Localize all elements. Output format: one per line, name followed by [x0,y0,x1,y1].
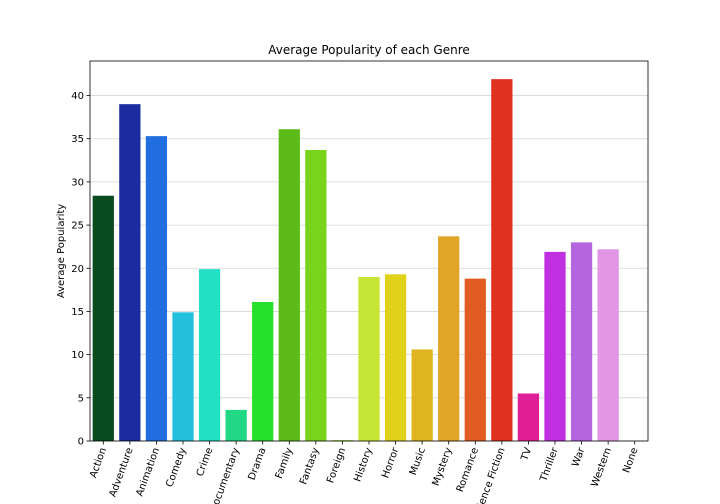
chart-title: Average Popularity of each Genre [268,43,470,57]
bar-tv [517,393,540,441]
x-tick-label: Animation [134,446,162,498]
bar-adventure [119,104,141,441]
x-tick-label: History [352,446,375,483]
bar-western [597,249,619,441]
plot-frame [89,60,649,442]
x-tick-label: Crime [195,446,216,478]
x-tick-label: Western [590,446,614,488]
bar-science-fiction [491,79,513,442]
bar-thriller [544,251,566,441]
y-tick-label: 35 [71,134,84,145]
x-tick-label: Mystery [431,446,455,487]
y-axis-ticks: 0 5 10 15 20 25 30 35 40 [71,91,90,448]
bar-romance [464,278,486,441]
bar-horror [384,274,407,441]
y-tick-label: 10 [71,350,84,361]
bar-mystery [438,236,460,441]
y-tick-label: 20 [71,264,84,275]
y-tick-label: 5 [78,393,84,404]
y-axis-label: Average Popularity [56,204,67,298]
bar-family [278,129,300,441]
bar-crime [198,269,221,441]
x-tick-label: Thriller [538,445,561,484]
bar-music [411,349,433,441]
x-tick-label: Fantasy [298,446,322,486]
bars [92,79,619,442]
y-tick-label: 30 [71,177,84,188]
x-tick-label: Horror [380,445,401,479]
bar-history [358,276,380,441]
bar-war [570,242,593,441]
x-tick-label: Drama [247,446,269,482]
x-tick-label: Romance [455,446,481,493]
bar-action [92,195,114,441]
y-tick-label: 0 [78,437,84,448]
x-tick-label: Comedy [164,446,188,489]
x-tick-label: None [621,446,640,474]
x-tick-label: Foreign [325,446,348,485]
bar-drama [252,301,274,441]
y-tick-label: 40 [71,91,84,102]
y-tick-label: 15 [71,307,84,318]
x-tick-label: Action [88,446,109,479]
bar-foreign [331,440,354,441]
x-tick-label: War [570,445,587,468]
bar-animation [145,136,168,442]
x-tick-label: Music [408,446,428,476]
bar-documentary [225,409,247,441]
bar-fantasy [305,149,327,442]
x-tick-label: Adventure [108,446,136,498]
x-tick-label: Family [274,446,295,480]
x-tick-label: TV [519,446,534,463]
y-tick-label: 25 [71,221,84,232]
bar-comedy [172,312,194,441]
